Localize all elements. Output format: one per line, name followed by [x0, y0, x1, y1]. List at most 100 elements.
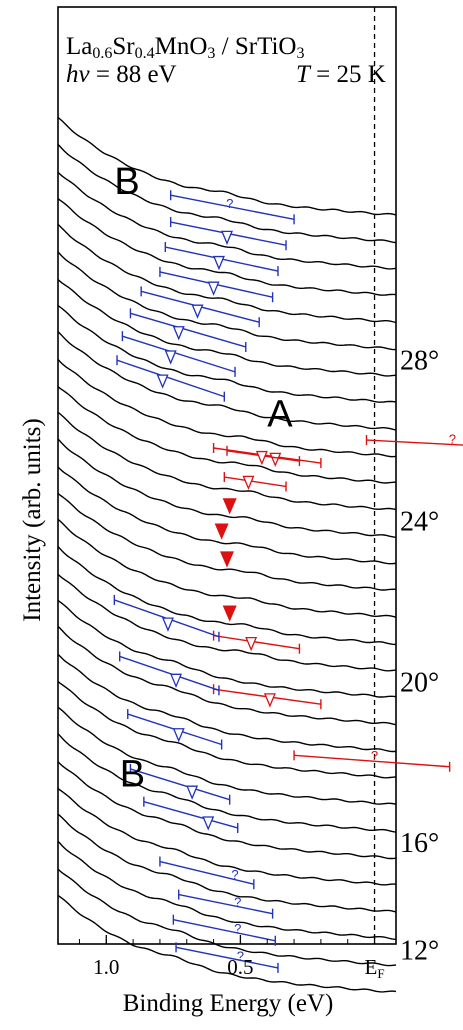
filled-peak-marker — [222, 605, 237, 622]
formula-part: / SrTiO — [215, 33, 297, 60]
hollow-peak-marker — [207, 281, 220, 296]
spectrum-curve — [57, 143, 397, 244]
formula-subscript: 0.6 — [92, 45, 113, 62]
temperature-symbol: T — [296, 61, 310, 88]
error-bar — [159, 860, 254, 885]
angle-and-band-labels: 28° 24° 20° 16° 12° B A B — [114, 161, 439, 966]
spectrum-curve — [57, 706, 397, 805]
spectrum-curve — [57, 198, 397, 296]
spectrum-curve — [57, 223, 397, 324]
error-bar — [122, 335, 236, 373]
spectrum-curve — [57, 518, 397, 618]
error-bar — [170, 194, 295, 221]
spectrum-curve — [57, 599, 397, 698]
spectrum-curve — [57, 279, 397, 377]
x-tick-label: EF — [365, 955, 385, 981]
hollow-peak-marker — [170, 673, 183, 689]
spectrum-curve — [57, 813, 397, 913]
spectrum-curve — [57, 840, 397, 940]
plot-frame — [57, 6, 397, 945]
spectrum-curve — [57, 894, 397, 993]
spectrum-curve — [57, 761, 397, 860]
hollow-peak-marker — [172, 728, 185, 743]
error-bar — [294, 754, 450, 768]
x-tick-label-subscript: F — [377, 966, 384, 981]
spectrum-curve — [57, 116, 397, 216]
spectrum-curve — [57, 733, 397, 833]
hollow-peak-marker — [191, 304, 204, 319]
hollow-peak-marker — [202, 816, 215, 831]
spectrum-curve — [57, 573, 397, 672]
formula-subscript: 3 — [207, 45, 216, 62]
error-bar — [175, 946, 279, 969]
band-label: B — [114, 161, 139, 203]
uncertain-peak-marker: ? — [234, 894, 241, 909]
uncertain-peak-marker: ? — [237, 948, 244, 963]
hollow-peak-marker — [156, 374, 169, 389]
hollow-peak-marker — [162, 617, 174, 632]
peak-markers: ??????? — [113, 190, 463, 973]
angle-label: 28° — [400, 346, 439, 377]
band-label: A — [267, 394, 293, 436]
x-axis-ticks: 1.0 0.5 EF — [78, 935, 385, 981]
error-bar — [213, 447, 321, 464]
spectrum-curve — [57, 251, 396, 351]
hollow-peak-marker — [172, 326, 185, 341]
hollow-peak-marker — [263, 693, 276, 708]
error-bar — [130, 768, 230, 801]
formula-subscript: 0.4 — [134, 45, 155, 62]
uncertain-peak-marker: ? — [371, 748, 378, 763]
uncertain-peak-marker: ? — [226, 196, 233, 211]
hollow-peak-marker — [212, 255, 225, 271]
spectrum-curve — [57, 171, 397, 270]
error-bar — [130, 312, 246, 348]
x-axis-label: Binding Energy (eV) — [122, 990, 334, 1017]
spectrum-curve — [57, 653, 397, 753]
band-label: B — [120, 753, 145, 795]
spectrum-curve — [57, 625, 397, 726]
spectrum-curve — [57, 386, 396, 484]
photon-value: = 88 eV — [89, 61, 177, 88]
photon-symbol: hν — [66, 61, 90, 88]
angle-label: 20° — [400, 667, 439, 698]
temperature-label: T = 25 K — [296, 61, 386, 89]
error-bar — [119, 655, 220, 692]
hollow-peak-marker — [221, 230, 233, 246]
angle-label: 12° — [400, 935, 439, 966]
spectrum-curve — [57, 359, 397, 458]
hollow-peak-marker — [245, 636, 258, 652]
uncertain-peak-marker: ? — [231, 867, 238, 882]
error-bar — [173, 918, 276, 942]
hollow-peak-marker — [186, 785, 199, 800]
hollow-peak-marker — [269, 452, 282, 468]
hollow-peak-marker — [255, 450, 268, 466]
sample-label: La0.6Sr0.4MnO3 / SrTiO3 — [66, 33, 304, 63]
spectrum-curve — [57, 411, 397, 511]
y-axis-label: Intensity (arb. units) — [19, 418, 46, 622]
formula-part: Sr — [112, 33, 135, 60]
uncertain-peak-marker: ? — [449, 431, 456, 446]
hollow-peak-marker — [242, 475, 255, 491]
hollow-peak-marker — [164, 350, 177, 365]
spectrum-curve — [57, 466, 397, 565]
x-tick-label: 0.5 — [227, 955, 253, 979]
filled-peak-marker — [222, 498, 237, 515]
error-bar — [366, 439, 463, 446]
filled-peak-marker — [220, 551, 234, 568]
angle-label: 16° — [400, 828, 439, 859]
formula-subscript: 3 — [296, 45, 305, 62]
error-bar — [213, 634, 300, 650]
error-bar — [143, 801, 238, 829]
formula-part: La — [66, 33, 93, 60]
spectrum-curve — [57, 546, 396, 646]
x-tick-label: 1.0 — [93, 955, 119, 979]
spectrum-curve — [57, 304, 397, 403]
angle-label: 24° — [400, 507, 439, 538]
spectrum-curve — [57, 787, 396, 886]
error-bar — [116, 359, 225, 398]
spectrum-curve — [57, 438, 397, 538]
spectrum-curve — [57, 493, 397, 591]
photon-energy-label: hν = 88 eV — [66, 61, 177, 89]
spectra-curves — [57, 7, 397, 993]
